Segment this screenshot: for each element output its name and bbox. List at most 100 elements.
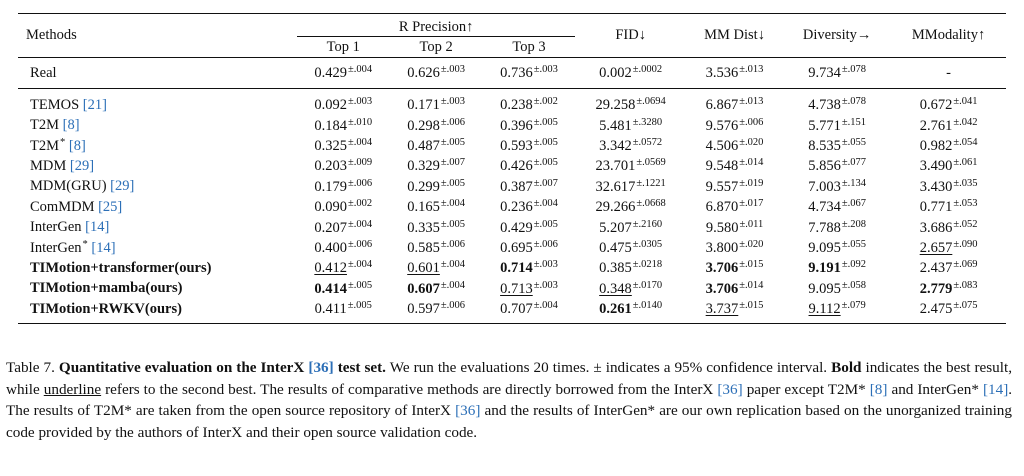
confidence-interval: ±.004 bbox=[347, 136, 373, 148]
metric-cell: - bbox=[891, 58, 1006, 89]
metric-cell: 2.779±.083 bbox=[891, 279, 1006, 299]
metric-value: 6.867 bbox=[705, 97, 739, 114]
confidence-interval: ±.055 bbox=[841, 136, 867, 148]
metric-cell: 0.348±.0170 bbox=[575, 279, 686, 299]
confidence-interval: ±.061 bbox=[953, 157, 978, 169]
metric-cell: 0.238±.002 bbox=[483, 89, 576, 116]
confidence-interval: ±.007 bbox=[440, 157, 465, 169]
confidence-interval: ±.003 bbox=[440, 96, 465, 108]
metric-cell: 4.506±.020 bbox=[686, 136, 783, 156]
caption-sentence-4: paper except T2M* bbox=[746, 380, 866, 398]
metric-value: 4.738 bbox=[808, 97, 841, 114]
confidence-interval: ±.055 bbox=[841, 238, 867, 250]
metric-value: 0.236 bbox=[500, 199, 533, 216]
confidence-interval: ±.013 bbox=[739, 64, 764, 75]
metric-value: 0.335 bbox=[407, 219, 440, 236]
confidence-interval: ±.014 bbox=[739, 279, 764, 291]
metric-value: 9.095 bbox=[808, 239, 841, 256]
metric-cell: 29.258±.0694 bbox=[575, 89, 686, 116]
method-ref[interactable]: [8] bbox=[68, 137, 86, 154]
metric-value: 3.430 bbox=[919, 178, 953, 195]
metric-value: 0.714 bbox=[500, 260, 533, 277]
metric-value: 5.856 bbox=[808, 158, 841, 175]
metric-cell: 9.095±.055 bbox=[783, 238, 891, 258]
caption-ref-36-b[interactable]: [36] bbox=[717, 380, 743, 398]
confidence-interval: ±.003 bbox=[533, 259, 558, 271]
method-name: T2M bbox=[30, 137, 59, 154]
method-cell: Real bbox=[18, 58, 297, 89]
metric-cell: 0.426±.005 bbox=[483, 156, 576, 176]
confidence-interval: ±.014 bbox=[739, 157, 764, 169]
metric-value: 0.090 bbox=[314, 199, 347, 216]
metric-cell: 0.429±.004 bbox=[297, 58, 390, 89]
metric-cell: 0.261±.0140 bbox=[575, 299, 686, 324]
metric-value: 0.238 bbox=[500, 97, 533, 114]
caption-ref-14[interactable]: [14] bbox=[982, 380, 1009, 398]
confidence-interval: ±.019 bbox=[739, 177, 764, 189]
confidence-interval: ±.075 bbox=[953, 300, 978, 312]
metric-value: 0.771 bbox=[919, 199, 953, 216]
metric-cell: 9.734±.078 bbox=[783, 58, 891, 89]
metric-cell: 0.396±.005 bbox=[483, 115, 576, 135]
header-diversity: Diversity→ bbox=[802, 27, 872, 43]
metric-value: 3.737 bbox=[705, 301, 739, 318]
method-cell: MDM(GRU) [29] bbox=[18, 177, 297, 197]
table-row: TIMotion+transformer(ours) 0.412±.004 0.60… bbox=[18, 258, 1006, 278]
caption-ref-36[interactable]: [36] bbox=[308, 359, 334, 376]
metric-cell: 0.329±.007 bbox=[390, 156, 483, 176]
metric-cell: 3.342±.0572 bbox=[575, 136, 686, 156]
confidence-interval: ±.151 bbox=[841, 116, 867, 128]
confidence-interval: ±.005 bbox=[533, 136, 558, 148]
metric-value: 4.734 bbox=[808, 199, 841, 216]
metric-cell: 8.535±.055 bbox=[783, 136, 891, 156]
method-name: TEMOS bbox=[30, 96, 80, 113]
metric-value: 0.626 bbox=[407, 65, 440, 81]
confidence-interval: ±.134 bbox=[841, 177, 867, 189]
confidence-interval: ±.0572 bbox=[632, 136, 663, 148]
metric-cell: 4.738±.078 bbox=[783, 89, 891, 116]
method-name: ComMDM bbox=[30, 198, 95, 215]
method-ref[interactable]: [14] bbox=[91, 239, 116, 256]
method-ref[interactable]: [29] bbox=[110, 178, 135, 195]
metric-cell: 0.387±.007 bbox=[483, 177, 576, 197]
metric-value: 0.713 bbox=[500, 280, 533, 297]
header-mmodality: MModality↑ bbox=[911, 27, 986, 43]
caption-sentence-5: and InterGen* bbox=[891, 380, 979, 398]
method-ref[interactable]: [21] bbox=[82, 96, 107, 113]
table-row: TEMOS [21] 0.092±.003 0.171±.003 0.238±.002… bbox=[18, 89, 1006, 116]
metric-cell: 3.490±.061 bbox=[891, 156, 1006, 176]
metric-cell: 0.585±.006 bbox=[390, 238, 483, 258]
confidence-interval: ±.0569 bbox=[636, 157, 666, 169]
metric-cell: 0.179±.006 bbox=[297, 177, 390, 197]
caption-ref-8[interactable]: [8] bbox=[869, 380, 888, 398]
metric-value: 9.095 bbox=[808, 280, 841, 297]
method-name: T2M bbox=[30, 117, 59, 134]
confidence-interval: ±.020 bbox=[739, 136, 764, 148]
metric-value: 0.597 bbox=[407, 301, 440, 318]
header-methods: Methods bbox=[26, 27, 77, 43]
metric-cell: 3.706±.015 bbox=[686, 258, 783, 278]
metric-cell: 6.870±.017 bbox=[686, 197, 783, 217]
metric-cell: 3.536±.013 bbox=[686, 58, 783, 89]
method-cell: T2M [8] bbox=[18, 115, 297, 135]
metric-value: 0.171 bbox=[407, 97, 440, 114]
metric-value: 8.535 bbox=[808, 137, 841, 154]
caption-bold-word: Bold bbox=[831, 359, 862, 376]
confidence-interval: ±.017 bbox=[739, 198, 764, 210]
metric-cell: 0.184±.010 bbox=[297, 115, 390, 135]
metric-cell: 32.617±.1221 bbox=[575, 177, 686, 197]
method-ref[interactable]: [29] bbox=[69, 157, 95, 174]
confidence-interval: ±.006 bbox=[347, 238, 373, 250]
metric-cell: 3.430±.035 bbox=[891, 177, 1006, 197]
metric-value: 0.607 bbox=[407, 280, 440, 297]
metric-value: 0.184 bbox=[314, 117, 347, 134]
confidence-interval: ±.0140 bbox=[632, 300, 663, 312]
caption-ref-36-c[interactable]: [36] bbox=[455, 402, 481, 419]
confidence-interval: ±.003 bbox=[347, 96, 373, 108]
metric-value: 0.426 bbox=[500, 158, 533, 175]
metric-value: 3.686 bbox=[919, 219, 953, 236]
method-cell: TEMOS [21] bbox=[18, 89, 297, 116]
method-ref[interactable]: [8] bbox=[62, 117, 80, 134]
method-ref[interactable]: [25] bbox=[98, 198, 123, 215]
method-ref[interactable]: [14] bbox=[85, 219, 110, 236]
